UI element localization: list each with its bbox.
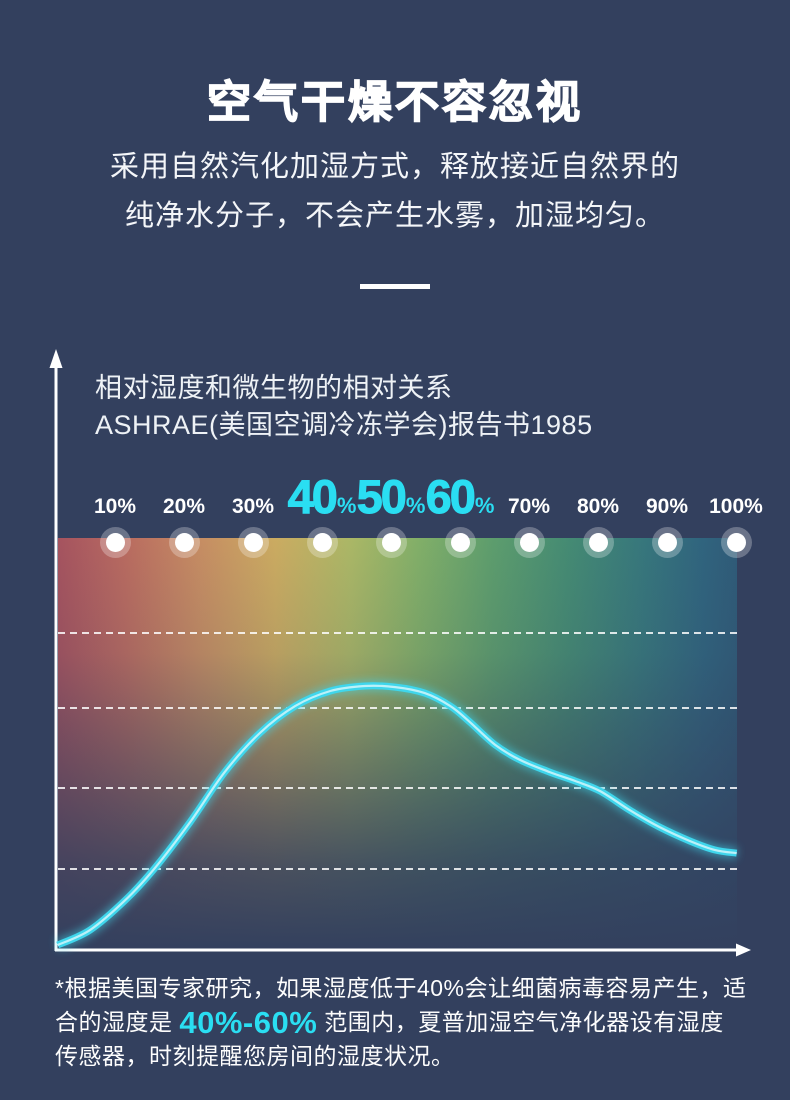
x-tick-label: 60% [425,469,495,523]
page-subtitle-line1: 采用自然汽化加湿方式，释放接近自然界的 [109,151,680,183]
tick-number: 70 [507,495,532,518]
tick-percent-sign: % [669,495,689,518]
chart-title: 相对湿度和微生物的相对关系 [95,373,453,403]
tick-number: 10 [93,495,118,518]
x-tick-label: 80% [577,496,619,517]
x-tick-dot-icon [657,532,677,552]
y-axis-arrow-icon [49,349,63,368]
footnote-text-before: *根据美国专家研究，如果湿度低于40%会让细菌病毒容易产生，适合的湿度是 [55,975,747,1035]
divider-bar [360,284,430,289]
x-tick-label: 90% [646,496,688,517]
tick-percent-sign: % [474,493,495,518]
x-tick-label: 20% [163,496,205,517]
tick-percent-sign: % [186,495,206,518]
x-tick-dot-icon [519,532,539,552]
tick-number: 90 [645,495,670,518]
page-subtitle-line2: 纯净水分子，不会产生水雾，加湿均匀。 [124,200,665,232]
x-tick-dot-icon [174,532,194,552]
footnote: *根据美国专家研究，如果湿度低于40%会让细菌病毒容易产生，适合的湿度是 40%… [55,971,747,1073]
footnote-highlight-range: 40%-60% [179,1005,318,1040]
tick-percent-sign: % [600,495,620,518]
x-tick-label: 10% [94,496,136,517]
tick-percent-sign: % [405,493,426,518]
x-tick-dot-icon [588,532,608,552]
x-tick-dot-icon [450,532,470,552]
tick-number: 100 [709,495,745,518]
tick-number: 20 [162,495,187,518]
tick-number: 50 [356,469,407,523]
x-tick-label: 30% [232,496,274,517]
tick-number: 30 [231,495,256,518]
tick-number: 40 [287,469,338,523]
tick-percent-sign: % [744,495,763,518]
tick-percent-sign: % [531,495,551,518]
x-tick-label: 100% [709,496,763,517]
footnote-text-after: 范围内，夏普加湿空气净化器设有湿度传感器，时刻提醒您房间的湿度状况。 [55,1009,724,1069]
x-tick-label: 70% [508,496,550,517]
tick-percent-sign: % [336,493,357,518]
x-tick-dot-icon [105,532,125,552]
x-tick-dot-icon [726,532,746,552]
tick-percent-sign: % [117,495,137,518]
x-tick-dot-icon [381,532,401,552]
tick-number: 80 [576,495,601,518]
chart-source: ASHRAE(美国空调冷冻学会)报告书1985 [95,410,593,440]
humidity-gradient-band [58,538,737,950]
tick-number: 60 [425,469,476,523]
x-tick-dot-icon [243,532,263,552]
x-tick-label: 50% [356,469,426,523]
x-tick-label: 40% [287,469,357,523]
tick-percent-sign: % [255,495,275,518]
page-title: 空气干燥不容忽视 [206,77,583,127]
x-axis-arrow-icon [736,943,751,957]
x-tick-dot-icon [312,532,332,552]
